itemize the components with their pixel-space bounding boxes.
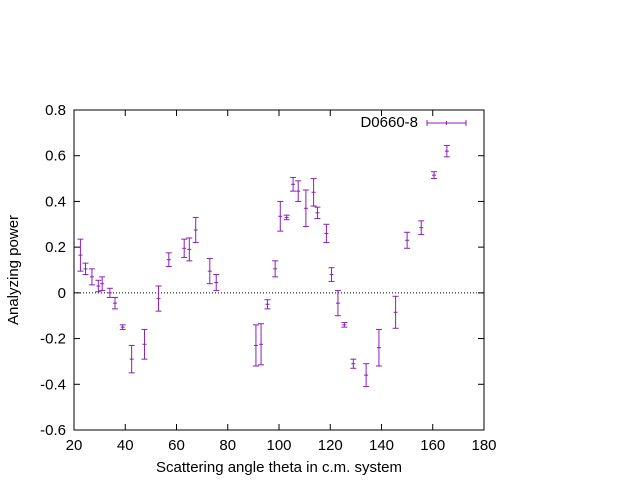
data-point bbox=[404, 231, 411, 249]
x-tick-label: 60 bbox=[168, 437, 185, 454]
data-point bbox=[95, 279, 102, 293]
data-point bbox=[181, 238, 188, 258]
data-point bbox=[350, 358, 357, 369]
data-point bbox=[392, 295, 399, 329]
x-tick-label: 20 bbox=[66, 437, 83, 454]
legend-sample bbox=[426, 120, 467, 126]
y-tick-label: -0.4 bbox=[40, 376, 66, 393]
data-point bbox=[323, 223, 330, 244]
data-point bbox=[418, 220, 425, 236]
data-point bbox=[310, 178, 317, 207]
y-tick-label: 0 bbox=[58, 285, 66, 302]
y-tick-label: 0.4 bbox=[45, 193, 66, 210]
y-axis-label: Analyzing power bbox=[5, 215, 22, 325]
plot-frame bbox=[73, 109, 485, 431]
data-point bbox=[213, 274, 220, 292]
x-tick-label: 180 bbox=[471, 437, 496, 454]
data-point bbox=[155, 285, 162, 312]
data-point bbox=[277, 200, 284, 232]
data-point bbox=[258, 323, 265, 366]
x-tick-labels: 20 40 60 80 100 120 140 160 180 bbox=[66, 437, 497, 454]
data-point bbox=[443, 144, 450, 158]
data-point bbox=[295, 180, 302, 202]
x-tick-label: 160 bbox=[420, 437, 445, 454]
data-point bbox=[290, 176, 297, 192]
y-tick-label: -0.6 bbox=[40, 422, 66, 439]
data-point bbox=[119, 324, 126, 330]
data-point bbox=[334, 290, 341, 317]
x-axis-label: Scattering angle theta in c.m. system bbox=[156, 459, 402, 476]
data-point bbox=[328, 267, 335, 282]
x-tick-label: 80 bbox=[219, 437, 236, 454]
data-point bbox=[272, 260, 279, 278]
data-point bbox=[186, 237, 193, 262]
x-tick-label: 140 bbox=[369, 437, 394, 454]
data-point bbox=[341, 322, 348, 328]
data-point bbox=[141, 328, 148, 360]
data-point bbox=[264, 299, 271, 310]
x-tick-label: 40 bbox=[117, 437, 134, 454]
data-point bbox=[314, 206, 321, 220]
data-point bbox=[302, 189, 309, 228]
legend: D0660-8 bbox=[360, 114, 467, 131]
data-point bbox=[128, 344, 135, 374]
x-tick-label: 120 bbox=[318, 437, 343, 454]
data-point bbox=[375, 328, 382, 367]
x-tick-label: 100 bbox=[266, 437, 291, 454]
data-point bbox=[431, 171, 438, 180]
data-point bbox=[99, 276, 106, 292]
data-point bbox=[363, 363, 370, 388]
data-point bbox=[192, 216, 199, 244]
legend-label: D0660-8 bbox=[360, 114, 418, 131]
y-tick-labels: -0.6 -0.4 -0.2 0 0.2 0.4 0.6 0.8 bbox=[40, 102, 66, 439]
data-point bbox=[88, 268, 95, 286]
data-point bbox=[77, 238, 84, 272]
data-point bbox=[283, 214, 290, 221]
data-point bbox=[112, 296, 118, 310]
y-tick-label: 0.6 bbox=[45, 148, 66, 165]
data-point bbox=[82, 262, 89, 276]
data-point bbox=[165, 252, 172, 268]
data-points-layer bbox=[77, 144, 450, 388]
data-point bbox=[106, 287, 113, 298]
y-tick-label: 0.2 bbox=[45, 239, 66, 256]
data-point bbox=[206, 258, 213, 285]
y-tick-label: 0.8 bbox=[45, 102, 66, 119]
y-tick-label: -0.2 bbox=[40, 331, 66, 348]
data-point bbox=[252, 324, 259, 367]
